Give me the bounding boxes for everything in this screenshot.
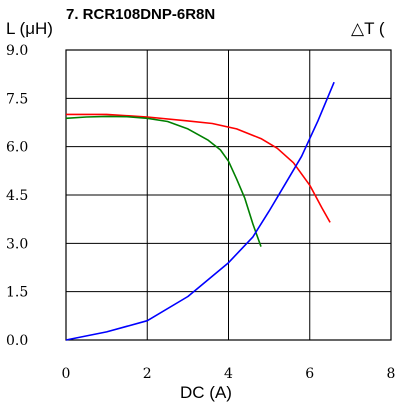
- series-line-2: [65, 115, 262, 247]
- series-line-1: [66, 113, 331, 223]
- x-tick-labels: 0 2 4 6 8: [62, 366, 396, 382]
- x-tick-label: 4: [224, 366, 233, 382]
- y-tick-label: 7.5: [6, 91, 28, 107]
- x-tick-label: 6: [305, 366, 314, 382]
- grid-lines: [66, 50, 391, 340]
- x-tick-label: 8: [387, 366, 396, 382]
- data-series: [65, 81, 335, 341]
- x-tick-label: 0: [62, 366, 71, 382]
- y-tick-label: 1.5: [6, 285, 28, 301]
- x-axis-label: DC (A): [180, 383, 232, 402]
- chart-title: 7. RCR108DNP-6R8N: [66, 6, 215, 23]
- y-tick-label: 3.0: [6, 236, 28, 252]
- y-tick-label: 6.0: [6, 140, 28, 156]
- plot-frame: [65, 49, 392, 341]
- y-tick-label: 4.5: [6, 188, 28, 204]
- y-tick-label: 9.0: [6, 43, 28, 59]
- x-tick-label: 2: [143, 366, 152, 382]
- y2-axis-label: △T (: [351, 19, 385, 38]
- y-axis-label: L (μH): [6, 19, 53, 38]
- y-tick-labels: 0.0 1.5 3.0 4.5 6.0 7.5 9.0: [6, 43, 28, 349]
- series-line-3: [65, 81, 335, 341]
- y-tick-label: 0.0: [6, 333, 28, 349]
